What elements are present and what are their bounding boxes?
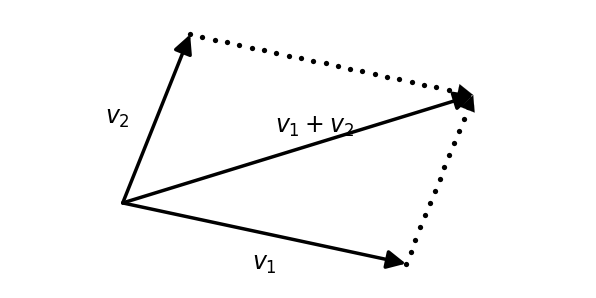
Point — [440, 165, 449, 170]
Point — [415, 225, 425, 230]
Point — [198, 35, 207, 39]
Point — [346, 66, 355, 71]
Point — [210, 37, 219, 42]
Point — [247, 45, 256, 50]
Point — [464, 105, 473, 109]
Point — [358, 69, 367, 74]
Point — [411, 237, 420, 242]
Point — [449, 141, 459, 146]
Point — [296, 56, 306, 60]
Text: $v_2$: $v_2$ — [105, 107, 129, 130]
Point — [321, 61, 330, 66]
Point — [435, 177, 445, 182]
Point — [259, 48, 269, 53]
Point — [185, 32, 195, 37]
Point — [456, 90, 465, 95]
Point — [444, 87, 454, 92]
Point — [425, 201, 434, 206]
Point — [222, 40, 232, 45]
Point — [454, 129, 464, 134]
Point — [382, 74, 392, 79]
Point — [235, 43, 244, 47]
Point — [370, 72, 380, 76]
Point — [406, 249, 415, 254]
Point — [401, 261, 411, 266]
Point — [309, 58, 318, 63]
Point — [395, 77, 404, 82]
Text: $v_1 + v_2$: $v_1 + v_2$ — [275, 115, 355, 139]
Point — [420, 213, 430, 218]
Point — [333, 64, 343, 69]
Point — [430, 189, 439, 194]
Point — [272, 50, 281, 55]
Point — [419, 82, 429, 87]
Point — [445, 153, 454, 158]
Point — [407, 80, 417, 84]
Point — [432, 85, 441, 89]
Text: $v_1$: $v_1$ — [252, 254, 277, 277]
Point — [459, 117, 468, 122]
Point — [284, 53, 293, 58]
